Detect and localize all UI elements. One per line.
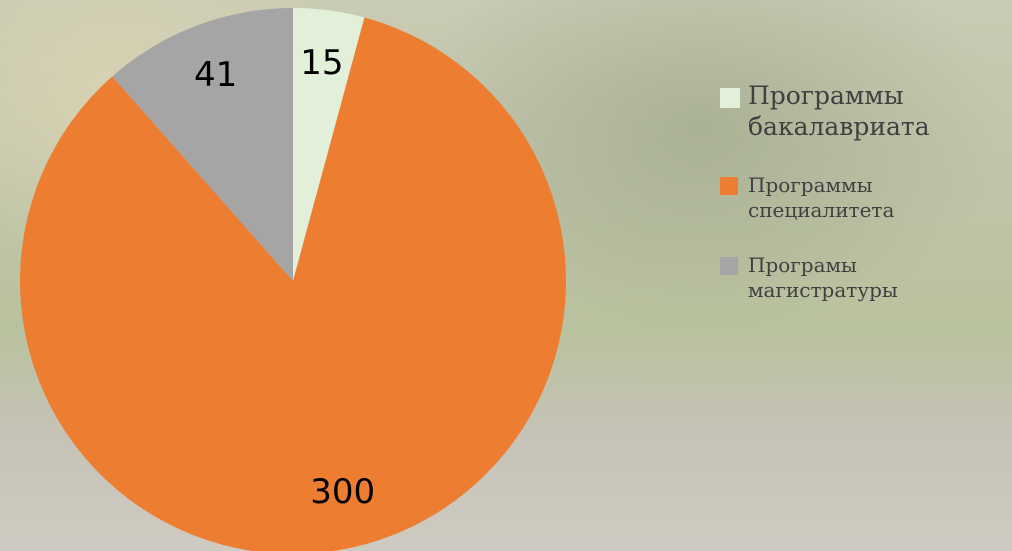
legend-item: Програмы магистратуры xyxy=(720,253,948,303)
legend-swatch xyxy=(720,88,740,108)
data-label: 300 xyxy=(310,472,375,512)
legend-label: Программы бакалавриата xyxy=(748,81,930,141)
legend-label: Програмы магистратуры xyxy=(748,253,898,302)
legend-swatch xyxy=(720,177,738,195)
slide: 1530041 Программы бакалавриатаПрограммы … xyxy=(0,0,1012,551)
data-label: 41 xyxy=(194,55,237,95)
legend-item: Программы бакалавриата xyxy=(720,80,988,143)
data-label: 15 xyxy=(300,43,343,83)
legend-swatch xyxy=(720,257,738,275)
legend: Программы бакалавриата Программы специали… xyxy=(720,80,988,333)
legend-item: Программы специалитета xyxy=(720,173,948,223)
legend-label: Программы специалитета xyxy=(748,173,894,222)
